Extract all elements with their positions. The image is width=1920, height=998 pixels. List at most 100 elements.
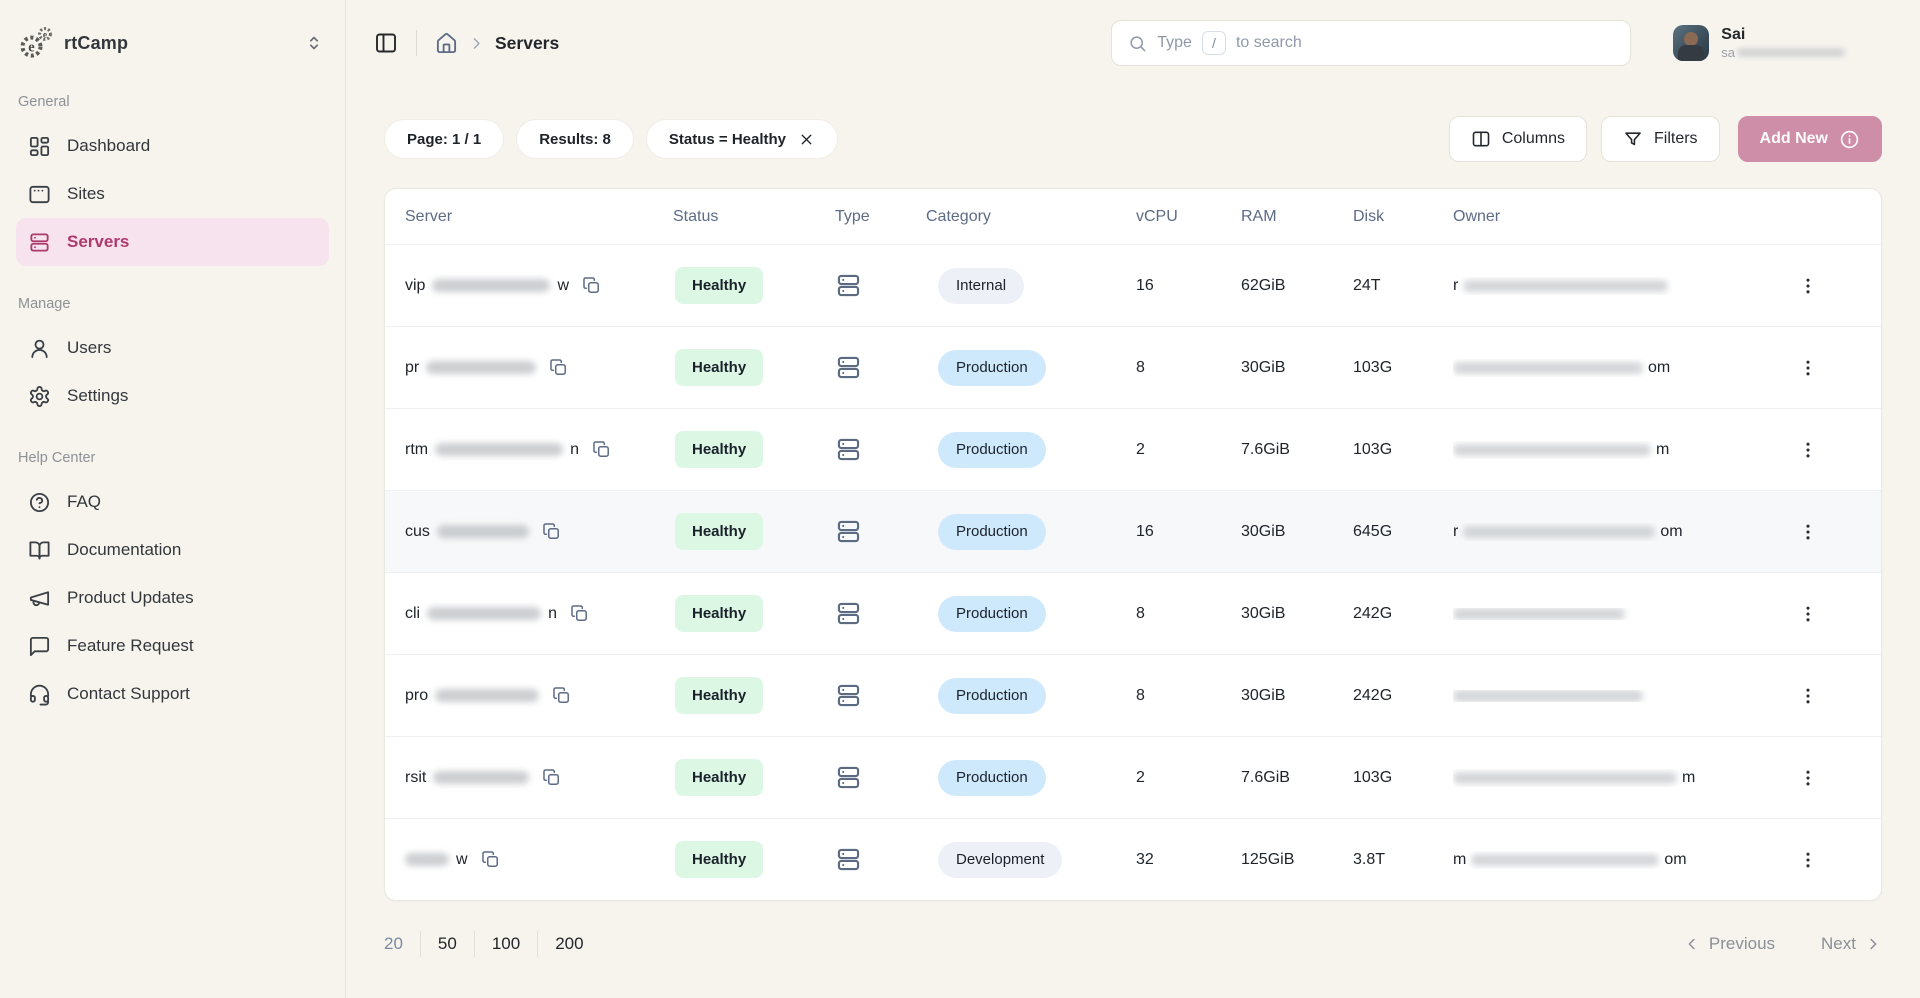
owner-cell: r om (1453, 523, 1789, 541)
ram-cell: 7.6GiB (1241, 769, 1353, 787)
col-server: Server (405, 208, 673, 226)
vcpu-cell: 2 (1136, 441, 1241, 459)
sidebar-section-title: Help Center (18, 450, 329, 466)
info-icon (1839, 129, 1860, 150)
sidebar-item-users[interactable]: Users (16, 324, 329, 372)
row-actions-kebab-icon[interactable] (1797, 275, 1819, 297)
sidebar-item-feature-request[interactable]: Feature Request (16, 622, 329, 670)
chip-close-icon[interactable] (798, 131, 815, 148)
add-new-button[interactable]: Add New (1738, 116, 1882, 162)
columns-button[interactable]: Columns (1449, 116, 1587, 162)
filter-chip-status-healthy[interactable]: Status = Healthy (646, 119, 838, 159)
previous-page-button[interactable]: Previous (1683, 934, 1775, 954)
table-row[interactable]: cli n Healthy Production 8 30GiB 242G (385, 572, 1881, 654)
page-size-20[interactable]: 20 (384, 931, 420, 957)
breadcrumb-home-icon[interactable] (435, 32, 458, 55)
category-badge: Production (938, 760, 1046, 796)
row-actions-kebab-icon[interactable] (1797, 849, 1819, 871)
copy-icon[interactable] (592, 440, 611, 459)
next-page-button[interactable]: Next (1821, 934, 1882, 954)
copy-icon[interactable] (552, 686, 571, 705)
col-category: Category (926, 208, 1136, 226)
filter-chip-results-8[interactable]: Results: 8 (516, 119, 634, 159)
disk-cell: 3.8T (1353, 851, 1453, 869)
filters-button[interactable]: Filters (1601, 116, 1720, 162)
owner-cell: m (1453, 441, 1789, 459)
sidebar-item-servers[interactable]: Servers (16, 218, 329, 266)
row-actions-kebab-icon[interactable] (1797, 685, 1819, 707)
category-badge: Production (938, 350, 1046, 386)
copy-icon[interactable] (570, 604, 589, 623)
row-actions-kebab-icon[interactable] (1797, 357, 1819, 379)
row-actions-kebab-icon[interactable] (1797, 603, 1819, 625)
owner-email-blur (1453, 608, 1625, 620)
table-row[interactable]: vip w Healthy Internal 16 62GiB 24T r (385, 244, 1881, 326)
user-name: Sai (1721, 27, 1845, 43)
table-row[interactable]: rtm n Healthy Production 2 7.6GiB 103G m (385, 408, 1881, 490)
sidebar-section: Help Center FAQ Documentation Product Up… (16, 450, 329, 718)
table-row[interactable]: cus Healthy Production 16 30GiB 645G r o… (385, 490, 1881, 572)
filter-chip-label: Page: 1 / 1 (407, 131, 481, 148)
copy-icon[interactable] (582, 276, 601, 295)
sidebar-item-settings[interactable]: Settings (16, 372, 329, 420)
page-size-100[interactable]: 100 (474, 931, 537, 957)
vcpu-cell: 8 (1136, 605, 1241, 623)
table-header-row: Server Status Type Category vCPU RAM Dis… (385, 189, 1881, 244)
col-type: Type (835, 208, 926, 226)
sidebar-item-faq[interactable]: FAQ (16, 478, 329, 526)
sidebar-item-documentation[interactable]: Documentation (16, 526, 329, 574)
filter-chip-label: Status = Healthy (669, 131, 786, 148)
ram-cell: 30GiB (1241, 523, 1353, 541)
copy-icon[interactable] (542, 522, 561, 541)
user-icon (28, 337, 51, 360)
sidebar-item-contact-support[interactable]: Contact Support (16, 670, 329, 718)
server-name-cell: vip w (405, 276, 673, 295)
vcpu-cell: 32 (1136, 851, 1241, 869)
table-row[interactable]: pr Healthy Production 8 30GiB 103G om (385, 326, 1881, 408)
owner-email-blur (1471, 854, 1659, 866)
copy-icon[interactable] (549, 358, 568, 377)
sidebar-section-title: Manage (18, 296, 329, 312)
server-name-blur (433, 771, 529, 784)
panel-toggle-icon[interactable] (374, 31, 398, 55)
table-row[interactable]: pro Healthy Production 8 30GiB 242G (385, 654, 1881, 736)
search-input[interactable]: Type / to search (1111, 20, 1631, 66)
disk-cell: 24T (1353, 277, 1453, 295)
breadcrumb-current: Servers (495, 33, 559, 54)
table-row[interactable]: w Healthy Development 32 125GiB 3.8T m o… (385, 818, 1881, 900)
ram-cell: 30GiB (1241, 605, 1353, 623)
table-row[interactable]: rsit Healthy Production 2 7.6GiB 103G m (385, 736, 1881, 818)
user-email-blur (1737, 48, 1845, 57)
owner-cell: om (1453, 359, 1789, 377)
brand-row: e e rtCamp (0, 0, 345, 86)
disk-cell: 242G (1353, 687, 1453, 705)
dashboard-icon (28, 135, 51, 158)
category-badge: Production (938, 678, 1046, 714)
server-name-blur (426, 361, 536, 374)
row-actions-kebab-icon[interactable] (1797, 521, 1819, 543)
row-actions-kebab-icon[interactable] (1797, 767, 1819, 789)
server-name-blur (435, 443, 563, 456)
sidebar-item-dashboard[interactable]: Dashboard (16, 122, 329, 170)
sidebar-item-product-updates[interactable]: Product Updates (16, 574, 329, 622)
owner-cell: m (1453, 769, 1789, 787)
server-type-icon (835, 272, 862, 299)
copy-icon[interactable] (542, 768, 561, 787)
page-size-200[interactable]: 200 (537, 931, 600, 957)
server-type-icon (835, 846, 862, 873)
row-actions-kebab-icon[interactable] (1797, 439, 1819, 461)
server-type-icon (835, 436, 862, 463)
topbar: Servers Type / to search Sai sa (346, 0, 1920, 86)
user-menu[interactable]: Sai sa (1673, 25, 1845, 61)
page-size-50[interactable]: 50 (420, 931, 474, 957)
search-slash-keycap: / (1202, 31, 1226, 55)
filter-chip-page-1-1[interactable]: Page: 1 / 1 (384, 119, 504, 159)
sidebar-collapse-icon[interactable] (303, 32, 325, 54)
server-type-icon (835, 518, 862, 545)
sidebar-nav: General Dashboard Sites Servers Manage U… (0, 86, 345, 748)
search-placeholder-suffix: to search (1236, 34, 1302, 52)
copy-icon[interactable] (481, 850, 500, 869)
sidebar-item-sites[interactable]: Sites (16, 170, 329, 218)
owner-email-blur (1453, 444, 1651, 456)
owner-cell (1453, 690, 1789, 702)
